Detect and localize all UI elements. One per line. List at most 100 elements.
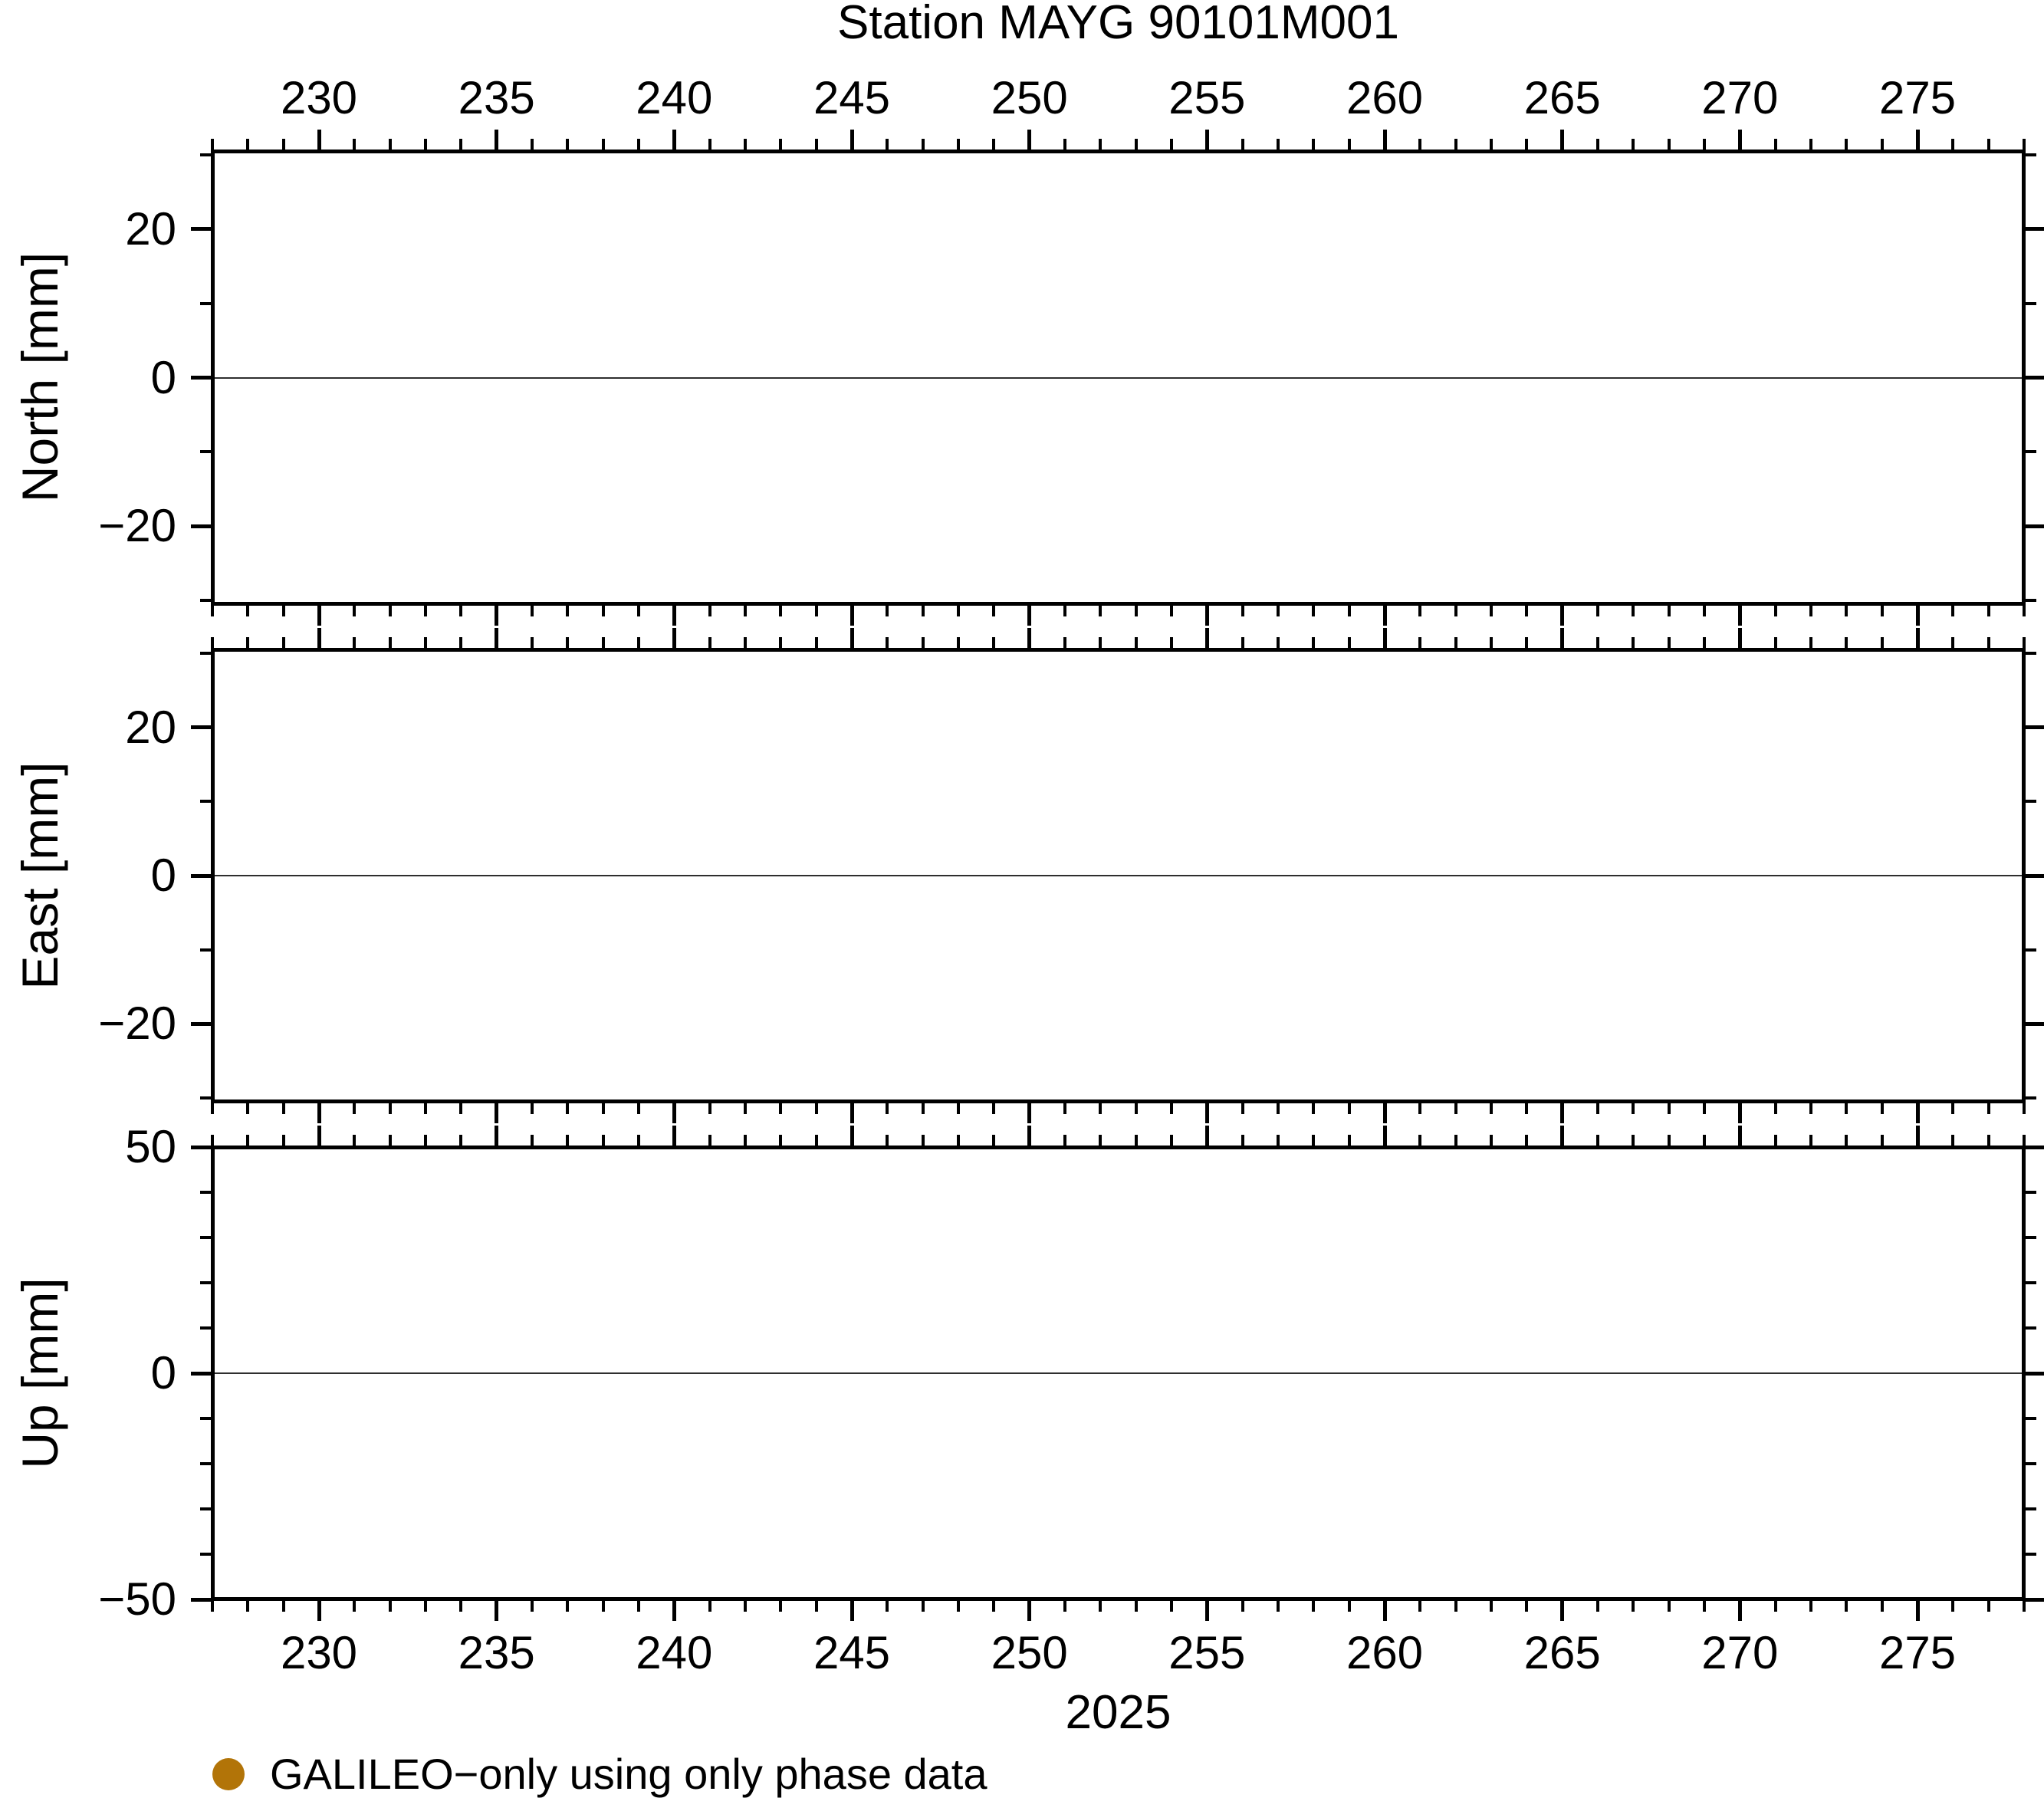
x-tick-east [1241,1103,1244,1114]
x-tick-east [1135,1103,1138,1114]
zero-gridline-up [215,1372,2022,1374]
x-tick-up [317,1601,321,1621]
x-tick-north [1418,606,1421,616]
x-tick-east [1099,1103,1102,1114]
y-tick-up [2026,1191,2036,1194]
x-tick-up [1241,1135,1244,1146]
y-tick-north [2026,153,2036,156]
x-tick-label-bottom: 260 [1346,1627,1424,1678]
x-tick-east [1703,1103,1706,1114]
x-tick-north [1632,139,1635,150]
x-tick-north [1135,139,1138,150]
y-tick-north [2026,227,2044,231]
figure-title: Station MAYG 90101M001 [837,0,1399,49]
x-tick-up [1418,1135,1421,1146]
x-tick-north [1099,139,1102,150]
x-tick-east [531,637,534,648]
x-tick-up [211,1601,214,1612]
x-tick-up [459,1601,462,1612]
x-tick-east [459,637,462,648]
x-tick-up [1845,1135,1848,1146]
x-tick-north [1809,139,1812,150]
x-tick-up [1063,1135,1066,1146]
y-tick-up [2026,1462,2036,1465]
x-tick-up [708,1135,711,1146]
x-tick-east [1205,628,1209,648]
x-tick-north [1703,606,1706,616]
x-tick-east [531,1103,534,1114]
x-tick-east [566,637,569,648]
y-tick-north [2026,376,2044,380]
x-tick-up [922,1135,925,1146]
x-tick-up [317,1126,321,1146]
x-tick-north [1881,139,1884,150]
x-tick-north [1027,606,1031,626]
x-tick-up [1277,1601,1280,1612]
x-tick-east [1774,1103,1777,1114]
x-tick-east [1027,1103,1031,1123]
x-tick-north [744,139,747,150]
x-tick-east [1668,637,1671,648]
x-tick-north [1525,139,1528,150]
x-tick-east [850,628,854,648]
x-tick-up [637,1601,640,1612]
x-tick-label-bottom: 250 [991,1627,1068,1678]
x-tick-north [353,139,356,150]
x-tick-up [850,1126,854,1146]
x-tick-up [1632,1601,1635,1612]
y-tick-up [2026,1598,2044,1602]
x-tick-up [1383,1126,1387,1146]
x-tick-north [1596,606,1599,616]
x-tick-north [1170,139,1173,150]
x-tick-east [2023,1103,2026,1114]
x-tick-up [815,1601,818,1612]
x-tick-east [317,1103,321,1123]
x-tick-east [1170,1103,1173,1114]
x-tick-east [389,1103,392,1114]
x-tick-north [1312,139,1315,150]
x-tick-up [566,1135,569,1146]
y-axis-title-up: Up [mm] [12,1277,68,1469]
x-tick-up [1668,1135,1671,1146]
x-tick-up [744,1135,747,1146]
x-tick-north [1170,606,1173,616]
y-tick-north [2026,599,2036,602]
x-tick-east [1099,637,1102,648]
y-tick-up [2026,1146,2044,1149]
x-tick-north [566,606,569,616]
y-tick-east [2026,652,2036,655]
x-tick-north [1063,606,1066,616]
x-tick-up [246,1135,249,1146]
x-tick-north [1348,606,1351,616]
x-tick-north [1987,606,1990,616]
x-tick-up [1809,1135,1812,1146]
x-tick-label-top: 245 [813,72,891,123]
x-tick-up [1383,1601,1387,1621]
y-tick-up [191,1372,211,1376]
y-tick-east [2026,874,2044,878]
x-tick-label-top: 230 [280,72,358,123]
x-tick-label-bottom: 270 [1701,1627,1779,1678]
x-tick-north [779,139,782,150]
x-tick-up [1135,1601,1138,1612]
x-tick-label-bottom: 265 [1523,1627,1601,1678]
y-tick-north [200,599,211,602]
x-tick-east [1809,1103,1812,1114]
x-tick-north [1738,606,1742,626]
y-tick-north [200,450,211,453]
x-tick-north [317,130,321,150]
x-tick-east [1454,1103,1457,1114]
x-tick-up [1205,1126,1209,1146]
x-tick-north [1987,139,1990,150]
x-tick-up [637,1135,640,1146]
x-tick-up [1170,1601,1173,1612]
x-tick-up [531,1601,534,1612]
x-tick-north [1916,606,1920,626]
x-tick-up [1490,1135,1493,1146]
y-tick-label-north: −20 [98,500,176,551]
x-tick-up [1099,1135,1102,1146]
y-tick-up [191,1146,211,1149]
x-tick-north [1951,139,1954,150]
x-tick-north [459,139,462,150]
x-tick-east [1348,637,1351,648]
